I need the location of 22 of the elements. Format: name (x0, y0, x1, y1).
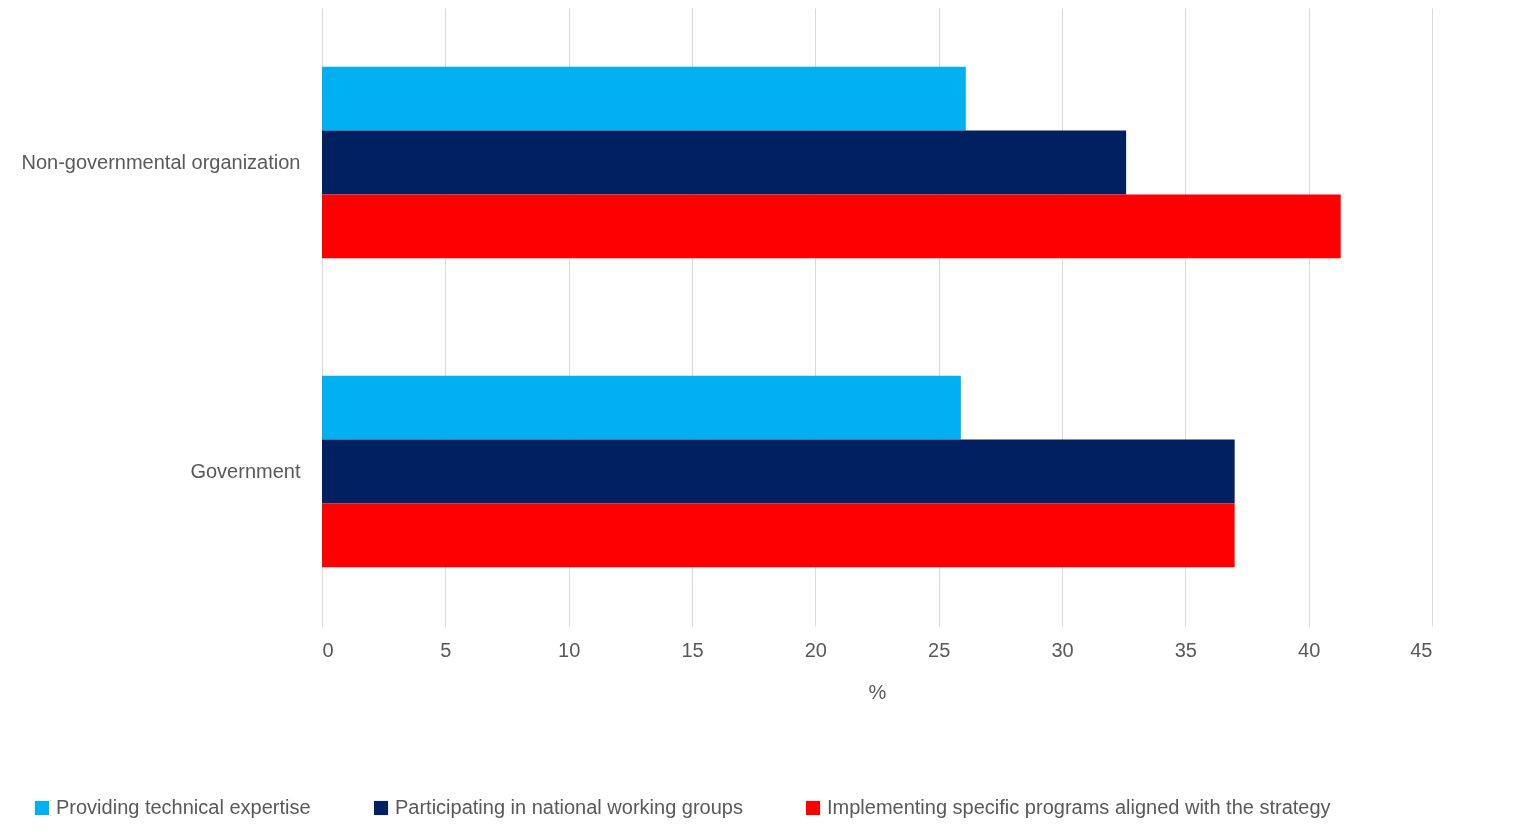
bar (322, 439, 1235, 504)
x-tick-label: 25 (928, 638, 951, 661)
x-tick-label: 5 (440, 638, 452, 661)
y-tick-label: Government (190, 459, 301, 482)
x-tick-label: 35 (1174, 638, 1197, 661)
bar (322, 503, 1235, 568)
bar (322, 130, 1127, 195)
bar (322, 375, 961, 440)
bar (322, 194, 1341, 259)
x-tick-label: 10 (558, 638, 581, 661)
x-axis-title: % (868, 680, 887, 703)
legend-label: Participating in national working groups (395, 796, 743, 818)
y-tick-label: Non-governmental organization (21, 150, 301, 173)
x-tick-label: 0 (322, 638, 334, 661)
x-tick-label: 45 (1410, 638, 1433, 661)
x-tick-label: 20 (804, 638, 827, 661)
legend-label: Implementing specific programs aligned with the strategy (827, 796, 1331, 818)
x-tick-label: 15 (681, 638, 704, 661)
x-tick-label: 40 (1298, 638, 1321, 661)
legend-label: Providing technical expertise (56, 796, 311, 818)
x-tick-label: 30 (1051, 638, 1074, 661)
bar (322, 66, 966, 131)
